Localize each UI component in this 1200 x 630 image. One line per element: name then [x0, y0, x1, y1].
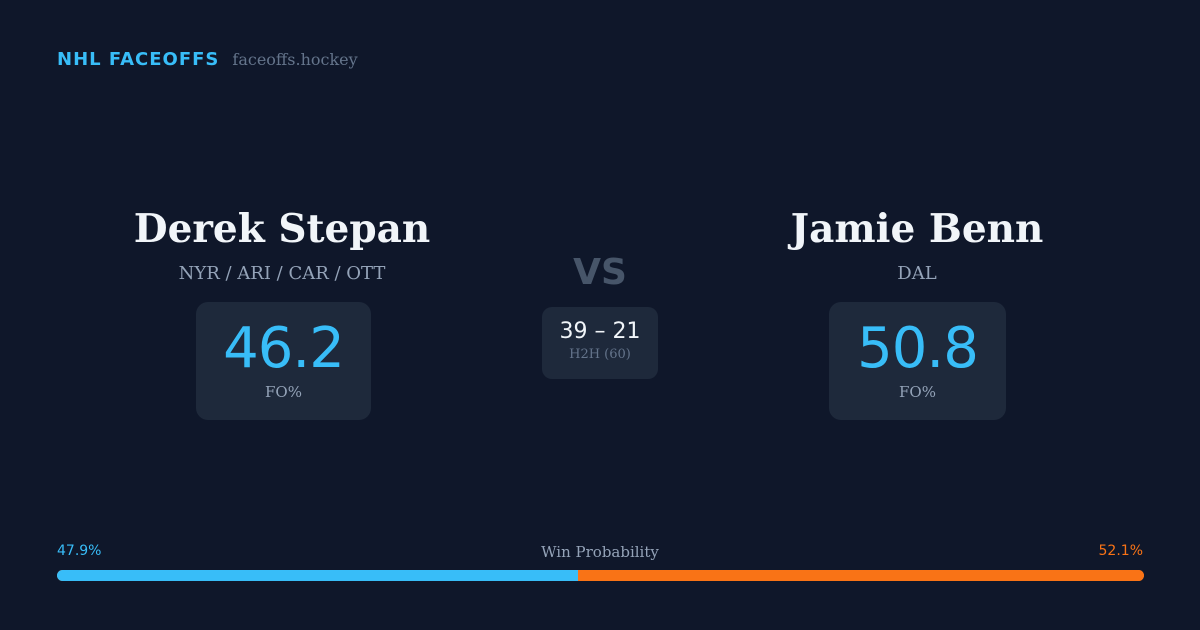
- win-prob-right-label: 52.1%: [1098, 543, 1143, 559]
- player-right-fo-label: FO%: [899, 383, 936, 401]
- h2h-score: 39 – 21: [559, 319, 641, 344]
- brand-header: NHL FACEOFFS faceoffs.hockey: [57, 49, 358, 70]
- win-prob-bar: [57, 570, 1144, 581]
- win-prob-title: Win Probability: [541, 543, 659, 561]
- player-right-stat-card: 50.8 FO%: [829, 302, 1006, 420]
- win-prob-fill-left: [57, 570, 578, 581]
- player-left-teams: NYR / ARI / CAR / OTT: [178, 263, 386, 284]
- h2h-card: 39 – 21 H2H (60): [542, 307, 658, 379]
- player-right-fo-value: 50.8: [857, 316, 979, 381]
- win-prob-fill-right: [577, 570, 1144, 581]
- h2h-label: H2H (60): [569, 347, 631, 362]
- player-left-stat-card: 46.2 FO%: [196, 302, 371, 420]
- brand-name: NHL FACEOFFS: [57, 49, 220, 70]
- player-left-fo-label: FO%: [265, 383, 302, 401]
- player-left-fo-value: 46.2: [223, 316, 345, 381]
- player-right-name: Jamie Benn: [790, 206, 1044, 252]
- brand-domain: faceoffs.hockey: [232, 50, 358, 69]
- player-right-teams: DAL: [897, 263, 937, 284]
- player-left-name: Derek Stepan: [133, 206, 431, 252]
- win-prob-left-label: 47.9%: [57, 543, 102, 559]
- vs-label: VS: [573, 252, 627, 293]
